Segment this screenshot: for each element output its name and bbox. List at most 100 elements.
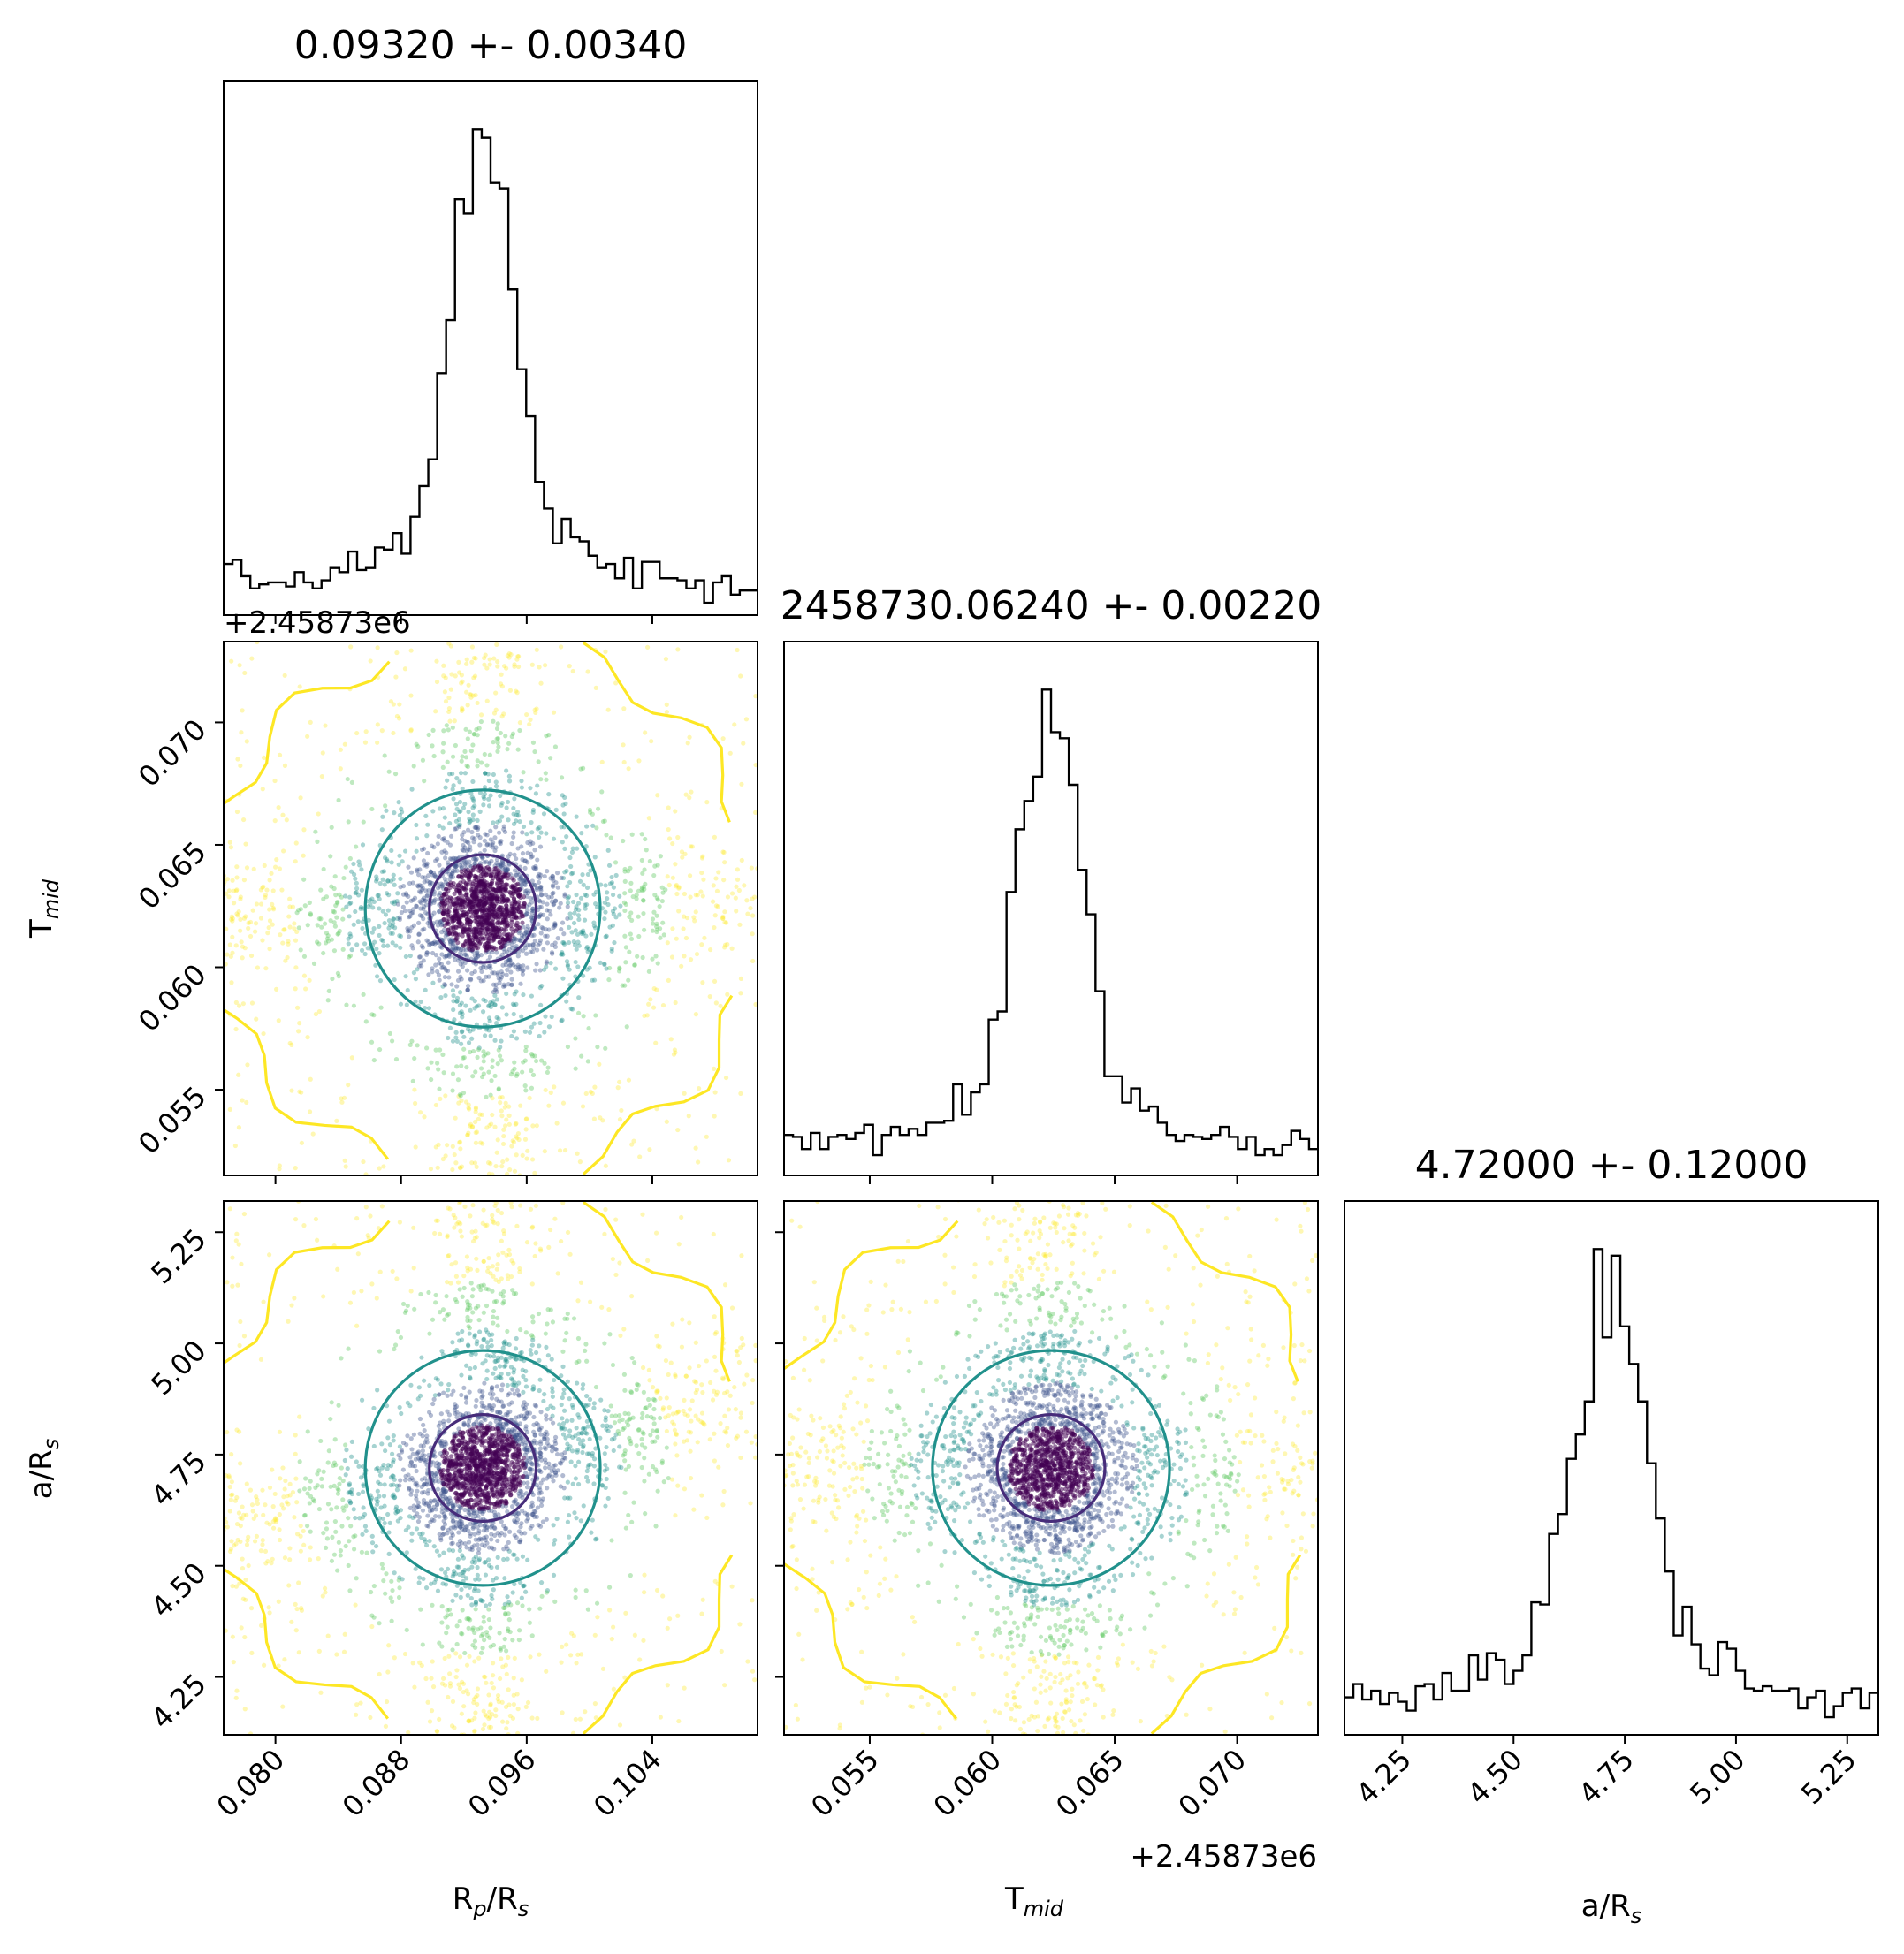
sample-point xyxy=(512,1499,517,1504)
sample-point xyxy=(514,688,519,694)
sample-point xyxy=(504,1117,509,1122)
sample-point xyxy=(543,1331,548,1336)
sample-point xyxy=(527,1030,533,1035)
sample-point xyxy=(670,1321,675,1327)
sample-point xyxy=(654,1388,659,1394)
sample-point xyxy=(396,716,402,721)
outer-contour xyxy=(583,642,731,823)
sample-point xyxy=(470,817,476,823)
sample-point xyxy=(464,848,469,854)
sample-point xyxy=(451,993,456,999)
sample-point xyxy=(441,1418,446,1424)
sample-point xyxy=(492,1512,498,1518)
sample-point xyxy=(562,1495,567,1501)
sample-point xyxy=(520,1603,525,1608)
sample-point xyxy=(418,890,423,895)
sample-point xyxy=(230,1492,235,1497)
sample-point xyxy=(472,836,477,841)
sample-point xyxy=(506,1617,512,1623)
sample-point xyxy=(444,1631,449,1636)
sample-point xyxy=(504,991,509,996)
sample-point xyxy=(517,1628,522,1633)
sample-point xyxy=(287,904,293,909)
sample-point xyxy=(603,909,608,915)
sample-point xyxy=(738,1455,743,1461)
sample-point xyxy=(461,942,466,947)
sample-point xyxy=(482,1524,487,1529)
sample-point xyxy=(227,840,232,845)
sample-point xyxy=(501,1342,507,1347)
sample-point xyxy=(457,1201,462,1206)
sample-point xyxy=(460,1631,465,1637)
sample-point xyxy=(661,1479,666,1485)
sample-point xyxy=(551,1420,556,1426)
sample-point xyxy=(613,1432,619,1437)
sample-point xyxy=(449,896,454,901)
sample-point xyxy=(272,864,278,870)
sample-point xyxy=(487,1635,492,1640)
sample-point xyxy=(516,1137,522,1143)
sample-point xyxy=(545,940,551,946)
sample-point xyxy=(545,1406,551,1412)
sample-point xyxy=(416,1580,422,1585)
sample-point xyxy=(402,1478,408,1483)
sample-point xyxy=(430,969,435,975)
sample-point xyxy=(437,977,442,983)
sample-point xyxy=(565,901,571,906)
sample-point xyxy=(727,750,733,756)
sample-point xyxy=(391,1457,396,1463)
sample-point xyxy=(603,934,608,939)
sample-point xyxy=(334,915,339,920)
sample-point xyxy=(424,1523,430,1529)
sample-point xyxy=(437,1231,443,1236)
sample-point xyxy=(465,1305,471,1311)
sample-point xyxy=(440,882,446,887)
sample-point xyxy=(243,914,248,919)
sample-point xyxy=(507,957,513,963)
sample-point xyxy=(319,773,324,779)
sample-point xyxy=(490,1406,495,1411)
sample-point xyxy=(321,1531,326,1536)
sample-point xyxy=(233,1238,239,1243)
sample-point xyxy=(443,855,448,861)
sample-point xyxy=(628,931,633,937)
sample-point xyxy=(363,729,369,734)
sample-point xyxy=(512,1380,517,1386)
sample-point xyxy=(680,855,685,860)
sample-point xyxy=(466,1106,472,1112)
sample-point xyxy=(682,1685,687,1691)
sample-point xyxy=(437,884,443,889)
sample-point xyxy=(559,875,564,881)
sample-point xyxy=(516,654,522,659)
sample-point xyxy=(514,856,519,862)
sample-point xyxy=(550,1444,555,1449)
sample-point xyxy=(506,741,512,746)
sample-point xyxy=(501,1340,506,1345)
sample-point xyxy=(529,662,535,667)
sample-point xyxy=(583,1474,590,1480)
sample-point xyxy=(529,1503,536,1509)
sample-point xyxy=(610,923,615,928)
sample-point xyxy=(465,736,470,741)
sample-point xyxy=(458,924,463,929)
sample-point xyxy=(335,931,340,937)
sample-point xyxy=(497,939,502,945)
sample-point xyxy=(463,1524,468,1530)
sample-point xyxy=(725,894,731,900)
sample-point xyxy=(555,1468,560,1473)
sample-point xyxy=(467,692,473,697)
sample-point xyxy=(441,836,446,841)
sample-point xyxy=(423,898,428,903)
sample-point xyxy=(517,1266,522,1272)
sample-point xyxy=(720,1376,726,1382)
sample-point xyxy=(406,893,411,899)
sample-point xyxy=(562,795,567,801)
sample-point xyxy=(533,1534,538,1540)
sample-point xyxy=(468,1049,473,1055)
sample-point xyxy=(462,960,468,966)
sample-point xyxy=(316,1556,321,1562)
sample-point xyxy=(622,908,628,914)
sample-point xyxy=(499,1005,505,1010)
sample-point xyxy=(514,1001,519,1007)
sample-point xyxy=(339,1096,344,1101)
